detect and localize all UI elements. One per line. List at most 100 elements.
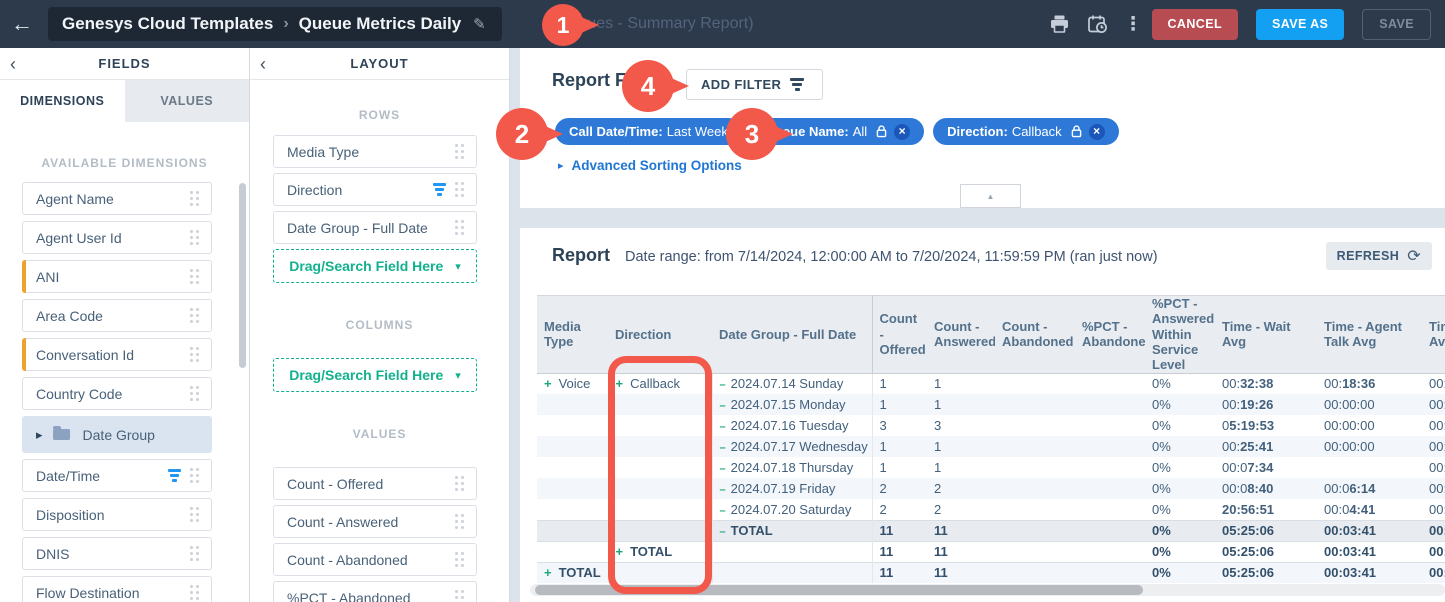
filter-chip-call-datetime[interactable]: Call Date/Time: Last Week xyxy=(555,118,742,145)
drag-handle-icon[interactable] xyxy=(455,513,464,530)
dimension-item[interactable]: Country Code xyxy=(22,377,212,410)
fields-scrollbar[interactable] xyxy=(239,183,246,368)
layout-value-item[interactable]: %PCT - Abandoned xyxy=(273,581,477,602)
drag-handle-icon[interactable] xyxy=(190,268,199,285)
chip-value: All xyxy=(852,124,868,139)
chevron-down-icon[interactable]: ▾ xyxy=(455,260,461,273)
expand-icon[interactable]: + xyxy=(615,376,624,392)
layout-value-item[interactable]: Count - Abandoned xyxy=(273,543,477,576)
column-header-p_abd[interactable]: %PCT - Abandoned xyxy=(1075,295,1145,374)
layout-row-item[interactable]: Date Group - Full Date xyxy=(273,211,477,244)
lock-icon[interactable] xyxy=(876,125,887,138)
drag-handle-icon[interactable] xyxy=(190,545,199,562)
lock-icon[interactable] xyxy=(1071,125,1082,138)
advanced-sorting-label: Advanced Sorting Options xyxy=(571,158,742,173)
schedule-icon[interactable] xyxy=(1086,13,1110,35)
close-icon[interactable]: × xyxy=(894,123,911,140)
rows-drop-zone[interactable]: Drag/Search Field Here ▾ xyxy=(273,249,477,283)
dimension-item[interactable]: Flow Destination xyxy=(22,576,212,602)
time-value-prefix: 00:0 xyxy=(1324,481,1350,497)
layout-value-item[interactable]: Count - Offered xyxy=(273,467,477,500)
dimension-item[interactable]: Disposition xyxy=(22,498,212,531)
close-icon[interactable]: × xyxy=(1088,123,1105,140)
media-label: Voice xyxy=(558,376,591,392)
add-filter-button[interactable]: ADD FILTER xyxy=(686,69,824,100)
collapse-icon[interactable]: – xyxy=(719,463,726,476)
layout-value-item[interactable]: Count - Answered xyxy=(273,505,477,538)
dimension-item[interactable]: Area Code xyxy=(22,299,212,332)
cell-p_abd xyxy=(1075,519,1145,542)
drag-handle-icon[interactable] xyxy=(455,181,464,198)
rows-drop-zone-label: Drag/Search Field Here xyxy=(289,258,444,274)
advanced-sorting-options-link[interactable]: ▸ Advanced Sorting Options xyxy=(558,158,742,173)
dimension-item[interactable]: ANI xyxy=(22,260,212,293)
save-button[interactable]: SAVE xyxy=(1362,8,1431,40)
more-menu-icon[interactable]: ⋮ xyxy=(1123,13,1143,35)
refresh-button[interactable]: REFRESH ⟳ xyxy=(1325,242,1432,270)
drag-handle-icon[interactable] xyxy=(455,589,464,602)
dimension-item[interactable]: Conversation Id xyxy=(22,338,212,371)
collapse-icon[interactable]: – xyxy=(719,421,726,434)
tab-dimensions[interactable]: DIMENSIONS xyxy=(0,80,125,122)
collapse-icon[interactable]: – xyxy=(719,400,726,413)
folder-expand-icon[interactable]: ▸ xyxy=(36,426,43,442)
collapse-layout-panel-icon[interactable]: ‹ xyxy=(260,53,266,74)
dimension-folder[interactable]: ▸ Date Group xyxy=(22,416,212,453)
table-hscroll-track[interactable] xyxy=(530,584,1445,596)
drag-handle-icon[interactable] xyxy=(455,475,464,492)
collapse-fields-panel-icon[interactable]: ‹ xyxy=(10,53,16,74)
expand-icon[interactable]: + xyxy=(544,565,552,581)
expand-icon[interactable]: + xyxy=(615,544,624,560)
column-header-media[interactable]: Media Type xyxy=(537,295,608,374)
save-as-button[interactable]: SAVE AS xyxy=(1255,8,1345,40)
layout-row-item[interactable]: Media Type xyxy=(273,135,477,168)
dimension-item[interactable]: DNIS xyxy=(22,537,212,570)
cell-c_abd xyxy=(995,519,1075,542)
expand-icon[interactable]: + xyxy=(544,376,552,392)
drag-handle-icon[interactable] xyxy=(190,506,199,523)
column-header-t_talk[interactable]: Time - Agent Talk Avg xyxy=(1317,295,1422,374)
tab-values[interactable]: VALUES xyxy=(160,94,214,108)
drag-handle-icon[interactable] xyxy=(190,346,199,363)
column-header-c_off[interactable]: Count - Offered xyxy=(872,295,927,374)
column-header-t_wrap[interactable]: Time - Wrap Avg xyxy=(1422,295,1445,374)
print-icon[interactable] xyxy=(1048,13,1072,35)
collapse-icon[interactable]: – xyxy=(719,484,726,497)
column-header-c_ans[interactable]: Count - Answered xyxy=(927,295,995,374)
collapse-filters-button[interactable]: ▲ xyxy=(960,184,1021,208)
drag-handle-icon[interactable] xyxy=(190,190,199,207)
collapse-icon[interactable]: – xyxy=(719,526,726,539)
drag-handle-icon[interactable] xyxy=(455,551,464,568)
chevron-down-icon[interactable]: ▾ xyxy=(455,369,461,382)
dimension-item[interactable]: Date/Time xyxy=(22,459,212,492)
date-label: 2024.07.18 Thursday xyxy=(730,460,854,476)
column-header-date[interactable]: Date Group - Full Date xyxy=(712,295,873,374)
drag-handle-icon[interactable] xyxy=(190,584,199,601)
collapse-icon[interactable]: – xyxy=(719,379,726,392)
filter-chip-direction[interactable]: Direction: Callback × xyxy=(933,118,1119,145)
field-label: Agent User Id xyxy=(36,229,122,246)
breadcrumb-root[interactable]: Genesys Cloud Templates xyxy=(62,14,274,33)
collapse-icon[interactable]: – xyxy=(719,442,726,455)
dimension-item[interactable]: Agent User Id xyxy=(22,221,212,254)
cell-t_talk: 00:06:14 xyxy=(1317,478,1422,500)
column-header-p_asl[interactable]: %PCT - Answered Within Service Level xyxy=(1145,295,1215,374)
drag-handle-icon[interactable] xyxy=(455,143,464,160)
collapse-icon[interactable]: – xyxy=(719,504,726,517)
column-header-direction[interactable]: Direction xyxy=(608,295,712,374)
filter-icon xyxy=(790,78,805,91)
dimension-item[interactable]: Agent Name xyxy=(22,182,212,215)
drag-handle-icon[interactable] xyxy=(190,229,199,246)
layout-row-item[interactable]: Direction xyxy=(273,173,477,206)
columns-drop-zone[interactable]: Drag/Search Field Here ▾ xyxy=(273,358,477,392)
column-header-t_wait[interactable]: Time - Wait Avg xyxy=(1215,295,1317,374)
back-button[interactable]: ← xyxy=(0,0,44,48)
drag-handle-icon[interactable] xyxy=(190,385,199,402)
cancel-button[interactable]: CANCEL xyxy=(1151,8,1238,40)
edit-icon[interactable]: ✎ xyxy=(473,16,486,33)
drag-handle-icon[interactable] xyxy=(190,307,199,324)
column-header-c_abd[interactable]: Count - Abandoned xyxy=(995,295,1075,374)
drag-handle-icon[interactable] xyxy=(455,219,464,236)
drag-handle-icon[interactable] xyxy=(190,467,199,484)
table-hscroll-thumb[interactable] xyxy=(535,585,1143,595)
